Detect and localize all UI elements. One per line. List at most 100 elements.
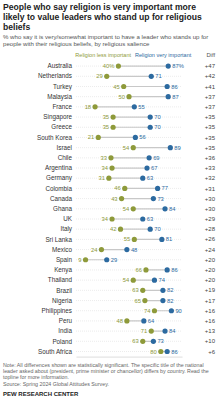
- data-label: 45: [113, 84, 119, 90]
- connector: [145, 300, 163, 301]
- row-guides: [76, 66, 182, 351]
- data-label: 31: [98, 175, 104, 181]
- connector: [129, 96, 168, 97]
- dot: [159, 237, 164, 242]
- data-label: 42: [110, 226, 116, 232]
- category-label: Malaysia: [47, 93, 72, 101]
- diff-label: +30: [205, 196, 216, 202]
- dot: [140, 216, 145, 221]
- dot: [111, 114, 116, 119]
- row-guide: [76, 310, 182, 311]
- category-label: Israel: [57, 144, 72, 151]
- data-label: 89: [174, 145, 180, 151]
- dot: [166, 94, 171, 99]
- category-label: Brazil: [56, 287, 72, 294]
- data-label: 90: [175, 308, 181, 314]
- row-guide: [76, 168, 182, 169]
- connector: [107, 76, 152, 77]
- data-label: 43: [111, 196, 117, 202]
- data-label: 18: [85, 104, 91, 110]
- dot: [121, 84, 126, 89]
- data-label: 54: [123, 145, 130, 151]
- data-label: 35: [103, 124, 109, 130]
- data-label: 33: [101, 155, 107, 161]
- dot: [108, 155, 113, 160]
- diff-label: +32: [205, 175, 216, 181]
- row-guide: [76, 76, 182, 77]
- diff-label: +41: [205, 84, 216, 90]
- dot: [122, 186, 127, 191]
- connector: [113, 116, 150, 117]
- row-guide: [76, 218, 182, 219]
- diff-label: +26: [205, 236, 216, 242]
- diff-label: +16: [205, 308, 216, 314]
- data-label: 70: [154, 226, 160, 232]
- dot: [155, 186, 160, 191]
- connector: [95, 106, 134, 107]
- title-line: People who say religion is very importan…: [3, 2, 196, 12]
- data-label: 69: [153, 155, 159, 161]
- category-labels: AustraliaNetherlandsTurkeyMalaysiaFrance…: [37, 62, 73, 354]
- category-label: Kenya: [54, 266, 72, 274]
- dot: [140, 339, 145, 344]
- subtitle: % who say it is very/somewhat important …: [3, 33, 208, 47]
- diff-label: +35: [205, 114, 216, 120]
- category-label: Philippines: [42, 307, 72, 315]
- dot: [131, 278, 136, 283]
- data-label: 74: [158, 277, 165, 283]
- diff-label: +37: [205, 104, 216, 110]
- diff-label: +47: [205, 63, 216, 69]
- data-label: 82: [167, 298, 173, 304]
- connector: [109, 178, 143, 179]
- connector: [125, 188, 158, 189]
- data-label: 84: [169, 328, 176, 334]
- connector: [143, 290, 163, 291]
- x-axis-line: [77, 357, 183, 358]
- data-label: 54: [123, 277, 130, 283]
- dot: [162, 329, 167, 334]
- diff-label: +13: [205, 328, 216, 334]
- dot: [143, 267, 148, 272]
- category-label: France: [52, 103, 72, 110]
- connector: [146, 269, 167, 270]
- data-label: 67: [151, 165, 157, 171]
- connector: [98, 137, 135, 138]
- diff-label: +28: [205, 226, 216, 232]
- category-label: Australia: [48, 62, 73, 69]
- dot: [119, 196, 124, 201]
- category-label: Argentina: [45, 164, 72, 172]
- diff-label: +35: [205, 124, 216, 130]
- data-label: 55: [138, 104, 144, 110]
- diff-label: +20: [205, 267, 216, 273]
- diff-label: +17: [205, 298, 216, 304]
- dot: [149, 329, 154, 334]
- dot: [126, 94, 131, 99]
- dot: [111, 125, 116, 130]
- connector: [122, 198, 154, 199]
- dot: [106, 176, 111, 181]
- category-label: Mexico: [52, 246, 72, 253]
- dot: [160, 288, 165, 293]
- category-label: UK: [63, 215, 73, 222]
- dot: [104, 74, 109, 79]
- category-label: Peru: [59, 317, 73, 324]
- note: Note: All differences shown are statisti…: [3, 362, 209, 380]
- diff-label: +35: [205, 135, 216, 141]
- data-label: 71: [155, 73, 161, 79]
- connector: [133, 147, 170, 148]
- connector: [113, 127, 150, 128]
- category-label: Poland: [52, 338, 72, 345]
- data-label: 82: [167, 287, 173, 293]
- data-label: 74: [144, 308, 151, 314]
- dot: [147, 155, 152, 160]
- category-label: Italy: [60, 225, 72, 233]
- data-label: 64: [148, 318, 155, 324]
- data-label: 63: [132, 338, 138, 344]
- data-label: 73: [157, 338, 163, 344]
- diff-label: +20: [205, 257, 216, 263]
- dot: [168, 145, 173, 150]
- data-label: 86: [171, 267, 177, 273]
- dot: [169, 308, 174, 313]
- category-label: Turkey: [53, 83, 73, 91]
- row-guide: [76, 127, 182, 128]
